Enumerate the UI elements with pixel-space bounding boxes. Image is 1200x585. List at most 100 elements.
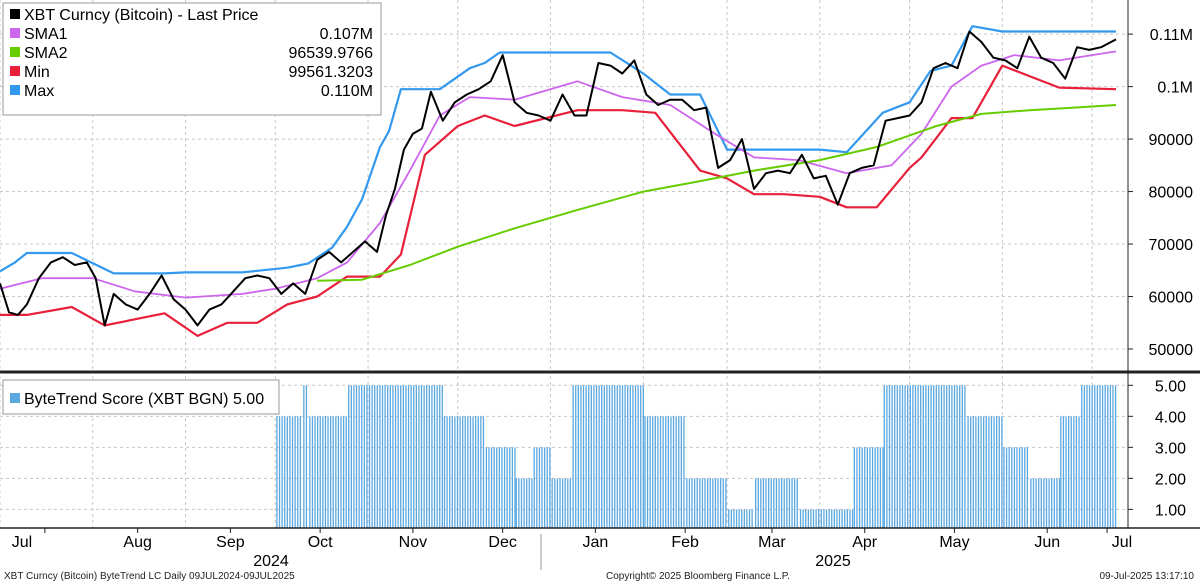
bytetrend-bar <box>580 385 582 528</box>
bytetrend-bar <box>376 385 378 528</box>
bytetrend-bar <box>1088 385 1091 528</box>
bytetrend-bar <box>291 416 294 528</box>
bytetrend-bar <box>585 385 587 528</box>
bytetrend-bar <box>543 447 546 528</box>
bytetrend-bar <box>894 385 896 528</box>
bytetrend-bar <box>1078 416 1080 528</box>
legend-swatch <box>10 28 20 38</box>
bytetrend-bar <box>1099 385 1101 528</box>
bytetrend-bar <box>335 416 337 528</box>
bytetrend-bar <box>738 509 740 528</box>
bytetrend-bar <box>1003 447 1005 528</box>
bytetrend-bar <box>904 385 906 528</box>
bytetrend-bar <box>920 385 922 528</box>
bytetrend-bar <box>678 416 680 528</box>
bytetrend-bar <box>324 416 327 528</box>
bytetrend-bar <box>384 385 386 528</box>
bytetrend-bar <box>1056 478 1058 528</box>
bytetrend-bar <box>551 478 553 528</box>
bytetrend-bar <box>838 509 841 528</box>
bytetrend-bar <box>725 478 727 528</box>
legend-label: SMA1 <box>24 26 68 43</box>
bytetrend-bar <box>1040 478 1042 528</box>
bytetrend-bar <box>482 416 485 528</box>
bytetrend-bar <box>1091 385 1093 528</box>
bytetrend-bar <box>606 385 608 528</box>
bytetrend-bar <box>316 416 319 528</box>
max-line <box>0 25 1116 275</box>
bytetrend-bar <box>1001 416 1003 528</box>
x-month-label: Nov <box>399 534 427 551</box>
bytetrend-bar <box>443 416 446 528</box>
bytetrend-bar <box>985 416 987 528</box>
x-month-label: Jan <box>583 534 609 551</box>
lower-legend-label: ByteTrend Score (XBT BGN) 5.00 <box>24 391 264 408</box>
lower-legend-swatch <box>10 393 20 403</box>
x-month-label: Jun <box>1034 534 1060 551</box>
bytetrend-bar <box>861 447 863 528</box>
legend-box <box>2 2 382 116</box>
bytetrend-bar <box>582 385 585 528</box>
bytetrend-bar <box>340 416 342 528</box>
bytetrend-bar <box>462 416 464 528</box>
bytetrend-bar <box>820 509 822 528</box>
bytetrend-bar <box>778 478 780 528</box>
x-month-label: Apr <box>852 534 878 551</box>
bytetrend-bar <box>337 416 340 528</box>
bytetrend-bar <box>511 447 514 528</box>
bytetrend-bar <box>956 385 958 528</box>
bytetrend-bar <box>696 478 698 528</box>
bytetrend-bar <box>595 385 598 528</box>
bytetrend-bar <box>577 385 579 528</box>
bytetrend-bar <box>598 385 600 528</box>
bytetrend-bar <box>719 478 722 528</box>
bytetrend-bars <box>276 385 1117 528</box>
bytetrend-bar <box>303 385 305 528</box>
bytetrend-bar <box>802 509 804 528</box>
bytetrend-bar <box>688 478 691 528</box>
bytetrend-bar <box>1026 447 1029 528</box>
bytetrend-bar <box>917 385 919 528</box>
bytetrend-bar <box>588 385 590 528</box>
bytetrend-bar <box>523 478 525 528</box>
bytetrend-bar <box>426 385 428 528</box>
bytetrend-bar <box>400 385 402 528</box>
bytetrend-bar <box>509 447 511 528</box>
bytetrend-bar <box>493 447 495 528</box>
legend-swatch <box>10 85 20 95</box>
bytetrend-bar <box>693 478 696 528</box>
bytetrend-bar <box>433 385 436 528</box>
bytetrend-bar <box>332 416 334 528</box>
bytetrend-bar <box>1024 447 1026 528</box>
bytetrend-bar <box>1107 385 1109 528</box>
bytetrend-bar <box>1109 385 1112 528</box>
footer-copyright: Copyright© 2025 Bloomberg Finance L.P. <box>606 571 790 582</box>
bytetrend-bar <box>980 416 982 528</box>
y-tick-label: 70000 <box>1149 237 1194 254</box>
bytetrend-bar <box>714 478 717 528</box>
bytetrend-bar <box>654 416 656 528</box>
bytetrend-bar <box>528 478 530 528</box>
bytetrend-bar <box>899 385 901 528</box>
bytetrend-bar <box>431 385 433 528</box>
bytetrend-bar <box>616 385 618 528</box>
x-year-label: 2025 <box>815 553 851 570</box>
y-tick-label: 2.00 <box>1155 471 1186 488</box>
bytetrend-bar <box>593 385 595 528</box>
bytetrend-bar <box>441 385 443 528</box>
bytetrend-bar <box>783 478 785 528</box>
bytetrend-bar <box>780 478 783 528</box>
bytetrend-bar <box>420 385 423 528</box>
bytetrend-bar <box>405 385 407 528</box>
bytetrend-bar <box>946 385 948 528</box>
y-tick-label: 80000 <box>1149 185 1194 202</box>
bytetrend-bar <box>305 385 308 528</box>
chart-canvas: 50000 60000 70000 80000 90000 0.1M 0.11M 1.00 2.… <box>0 0 1200 570</box>
bytetrend-bar <box>294 416 296 528</box>
bytetrend-bar <box>472 416 474 528</box>
legend-swatch <box>10 66 20 76</box>
bytetrend-bar <box>733 509 735 528</box>
bytetrend-bar <box>786 478 788 528</box>
y-tick-label: 0.1M <box>1157 80 1193 97</box>
bytetrend-bar <box>1016 447 1018 528</box>
